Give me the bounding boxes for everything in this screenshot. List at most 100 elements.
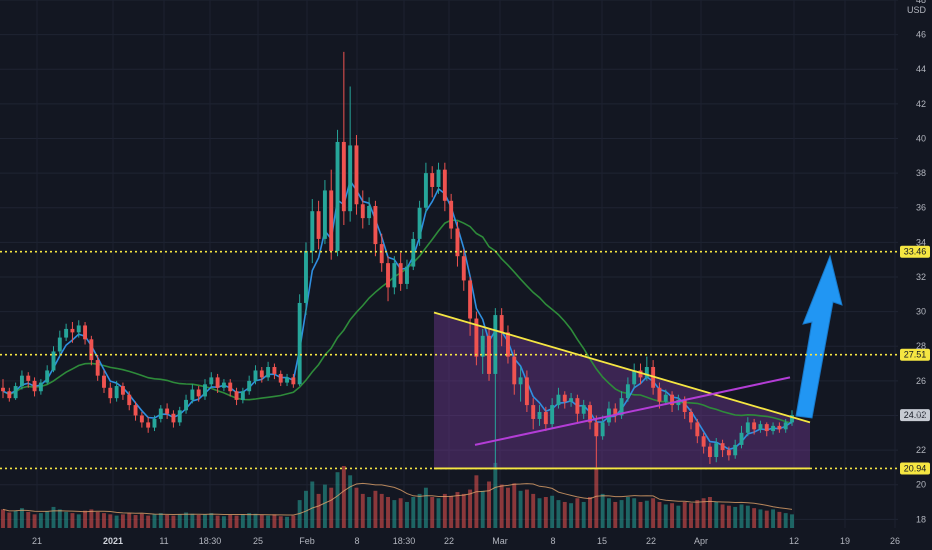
volume-moving-average bbox=[2, 482, 793, 516]
time-axis[interactable]: 21 2021 11 18:30 25 Feb 8 18:30 22 Mar 8 15 22 Apr 12 1… bbox=[32, 536, 900, 546]
volume-bar bbox=[537, 498, 542, 528]
y-tick-label: 22 bbox=[916, 445, 926, 455]
volume-bar bbox=[297, 500, 302, 528]
candle-body bbox=[689, 412, 693, 423]
x-tick-label: 18:30 bbox=[199, 536, 222, 546]
candle-body bbox=[411, 238, 416, 267]
candle-body bbox=[329, 190, 334, 252]
volume-bar bbox=[341, 466, 346, 528]
volume-bar bbox=[524, 489, 529, 528]
volume-bar bbox=[493, 462, 498, 528]
candle-body bbox=[524, 377, 529, 406]
candle-body bbox=[461, 256, 466, 281]
candle-body bbox=[38, 382, 43, 392]
volume-bar bbox=[196, 514, 201, 528]
level-badge bbox=[900, 462, 930, 475]
volume-bar bbox=[417, 493, 422, 528]
volume-bar bbox=[480, 490, 485, 528]
volume-bar bbox=[215, 515, 220, 528]
volume-bar bbox=[247, 513, 252, 528]
volume-bar bbox=[259, 514, 264, 528]
candle-body bbox=[177, 410, 182, 423]
candle-body bbox=[632, 370, 637, 385]
volume-bar bbox=[569, 503, 574, 528]
candle-body bbox=[76, 325, 81, 333]
candle-body bbox=[272, 367, 277, 374]
x-tick-label: 8 bbox=[354, 536, 359, 546]
candle-body bbox=[695, 422, 700, 437]
x-tick-label: Mar bbox=[492, 536, 508, 546]
candle-body bbox=[499, 315, 504, 333]
candle-body bbox=[221, 382, 226, 388]
y-tick-label: 18 bbox=[916, 514, 926, 524]
volume-bar bbox=[367, 497, 372, 528]
y-tick-label: 44 bbox=[916, 64, 926, 74]
candle-body bbox=[720, 443, 725, 451]
x-tick-label: 22 bbox=[646, 536, 656, 546]
candle-body bbox=[575, 398, 580, 414]
candle-body bbox=[304, 251, 308, 303]
volume-bar bbox=[379, 493, 384, 528]
y-tick-label: 20 bbox=[916, 480, 926, 490]
volume-bar bbox=[228, 514, 233, 528]
candle-body bbox=[335, 141, 340, 252]
volume-bar bbox=[139, 513, 144, 528]
candle-body bbox=[152, 418, 157, 428]
candle-body bbox=[569, 398, 574, 402]
pattern-shading bbox=[434, 312, 810, 469]
rising-channel-line bbox=[474, 376, 791, 446]
pattern-area bbox=[434, 312, 810, 469]
volume-bar bbox=[95, 511, 100, 528]
volume-bar bbox=[752, 508, 757, 528]
volume-bar bbox=[51, 506, 56, 528]
volume-bar bbox=[436, 498, 441, 528]
candle-body bbox=[291, 377, 296, 385]
level-badge-label: 20.94 bbox=[904, 463, 927, 473]
volume-bar bbox=[588, 497, 592, 528]
volume-bar bbox=[455, 492, 460, 528]
candle-body bbox=[783, 422, 788, 430]
candle-body bbox=[468, 280, 473, 319]
volume-bar bbox=[304, 490, 308, 528]
candle-body bbox=[32, 380, 37, 392]
volume-bar bbox=[701, 498, 706, 528]
candle-body bbox=[95, 360, 100, 376]
volume-bar bbox=[777, 511, 782, 528]
volume-bar bbox=[1, 509, 5, 528]
x-tick-label: Apr bbox=[694, 536, 708, 546]
volume-bar bbox=[632, 498, 637, 528]
volume-bar bbox=[316, 493, 321, 528]
candle-body bbox=[19, 375, 24, 387]
candle-body bbox=[146, 422, 151, 428]
volume-bar bbox=[474, 475, 479, 528]
candle-body bbox=[184, 399, 189, 411]
volume-bar bbox=[745, 505, 750, 528]
candle-body bbox=[203, 384, 207, 397]
volume-bar bbox=[468, 489, 473, 528]
y-tick-label: 30 bbox=[916, 307, 926, 317]
candle-body bbox=[771, 425, 776, 432]
y-tick-label: 24 bbox=[916, 410, 926, 420]
volume-bar bbox=[625, 497, 630, 528]
volume-bar bbox=[720, 504, 725, 528]
volume-bar bbox=[651, 498, 656, 528]
volume-bar bbox=[335, 472, 340, 528]
volume-bar bbox=[278, 516, 283, 528]
candle-body bbox=[506, 332, 510, 357]
volume-bar bbox=[487, 481, 491, 528]
candle-body bbox=[581, 405, 586, 414]
candle-body bbox=[133, 405, 138, 416]
volume-bars bbox=[1, 462, 794, 528]
volume-bar bbox=[739, 504, 744, 528]
candle-body bbox=[455, 228, 460, 257]
volume-bar bbox=[114, 515, 119, 528]
level-badge bbox=[900, 245, 930, 258]
candle-body bbox=[386, 263, 390, 288]
volume-bar bbox=[461, 493, 466, 528]
volume-bar bbox=[733, 506, 738, 528]
candle-body bbox=[398, 263, 403, 284]
candle-body bbox=[316, 211, 321, 239]
candle-body bbox=[707, 446, 712, 458]
